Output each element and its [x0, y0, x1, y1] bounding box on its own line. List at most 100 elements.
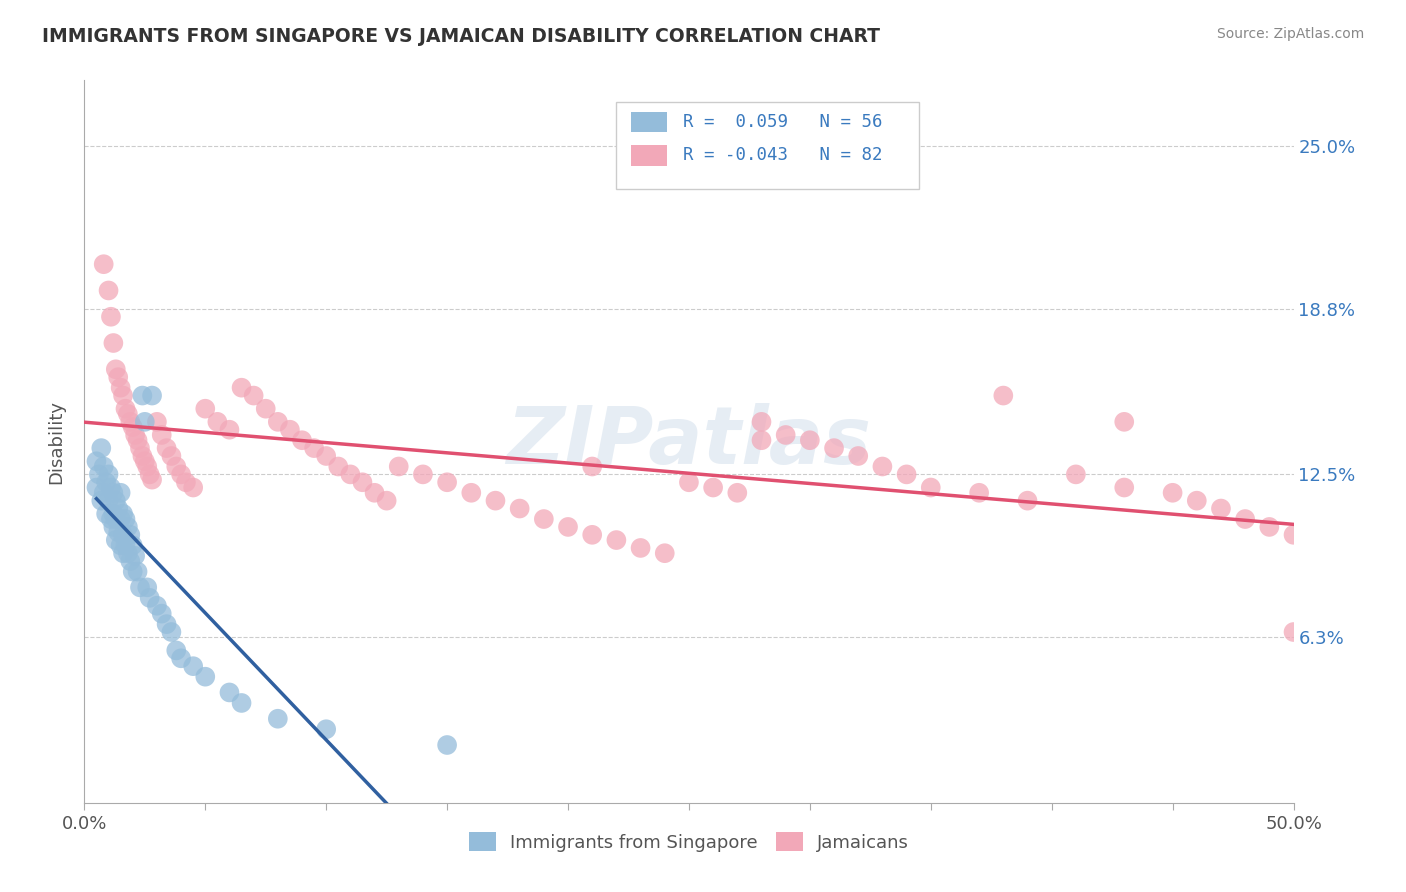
Point: [751, 415, 773, 429]
Point: [136, 459, 159, 474]
Point: [436, 475, 458, 490]
Point: [702, 481, 724, 495]
Point: [775, 428, 797, 442]
Point: [94, 507, 117, 521]
Point: [165, 459, 187, 474]
Point: [363, 485, 385, 500]
Point: [121, 420, 143, 434]
Point: [100, 512, 122, 526]
Point: [1017, 493, 1039, 508]
Point: [339, 467, 361, 482]
Point: [117, 546, 139, 560]
Point: [799, 434, 821, 448]
Point: [1185, 493, 1208, 508]
Point: [218, 423, 240, 437]
Point: [160, 449, 183, 463]
Point: [114, 401, 136, 416]
Point: [90, 441, 112, 455]
Point: [1258, 520, 1281, 534]
Point: [103, 507, 125, 521]
Point: [134, 454, 156, 468]
Point: [412, 467, 434, 482]
Point: [533, 512, 555, 526]
Point: [1114, 415, 1136, 429]
Point: [1234, 512, 1257, 526]
Point: [138, 467, 160, 482]
Point: [375, 493, 398, 508]
Point: [127, 434, 149, 448]
FancyBboxPatch shape: [631, 145, 668, 166]
FancyBboxPatch shape: [631, 112, 668, 132]
Point: [104, 533, 127, 547]
Point: [107, 525, 129, 540]
Point: [134, 415, 156, 429]
Point: [1064, 467, 1087, 482]
Point: [328, 459, 350, 474]
Point: [120, 528, 142, 542]
Point: [120, 415, 142, 429]
Point: [110, 381, 132, 395]
Point: [87, 467, 110, 482]
Point: [174, 475, 197, 490]
Point: [581, 459, 603, 474]
Point: [993, 388, 1015, 402]
Point: [315, 449, 337, 463]
Point: [104, 493, 127, 508]
Point: [581, 528, 603, 542]
Point: [218, 685, 240, 699]
Point: [150, 607, 173, 621]
Point: [155, 441, 177, 455]
Point: [231, 381, 253, 395]
Point: [165, 643, 187, 657]
Point: [97, 467, 120, 482]
Point: [94, 475, 117, 490]
Point: [100, 310, 122, 324]
Point: [725, 485, 748, 500]
Point: [170, 651, 193, 665]
Point: [107, 370, 129, 384]
Point: [194, 401, 217, 416]
Point: [97, 493, 120, 508]
Point: [129, 580, 152, 594]
Point: [678, 475, 700, 490]
Point: [104, 512, 127, 526]
Point: [86, 454, 108, 468]
Point: [605, 533, 627, 547]
Text: R =  0.059   N = 56: R = 0.059 N = 56: [683, 113, 883, 131]
Point: [124, 549, 146, 563]
Point: [107, 501, 129, 516]
Point: [207, 415, 229, 429]
Point: [86, 481, 108, 495]
Point: [242, 388, 264, 402]
Point: [654, 546, 676, 560]
Point: [141, 473, 163, 487]
Point: [388, 459, 411, 474]
Point: [124, 428, 146, 442]
Point: [93, 257, 115, 271]
Point: [129, 441, 152, 455]
Point: [150, 428, 173, 442]
Point: [194, 670, 217, 684]
Point: [1161, 485, 1184, 500]
Point: [846, 449, 869, 463]
Point: [146, 415, 169, 429]
Point: [231, 696, 253, 710]
Point: [131, 388, 153, 402]
Point: [112, 388, 135, 402]
Point: [315, 723, 337, 737]
Point: [93, 485, 115, 500]
Point: [110, 485, 132, 500]
Point: [90, 493, 112, 508]
Point: [138, 591, 160, 605]
Point: [117, 520, 139, 534]
Point: [97, 284, 120, 298]
Point: [630, 541, 652, 555]
Point: [93, 459, 115, 474]
Point: [112, 546, 135, 560]
Point: [160, 625, 183, 640]
Point: [967, 485, 990, 500]
Point: [436, 738, 458, 752]
Point: [136, 580, 159, 594]
Point: [920, 481, 942, 495]
Point: [181, 481, 204, 495]
